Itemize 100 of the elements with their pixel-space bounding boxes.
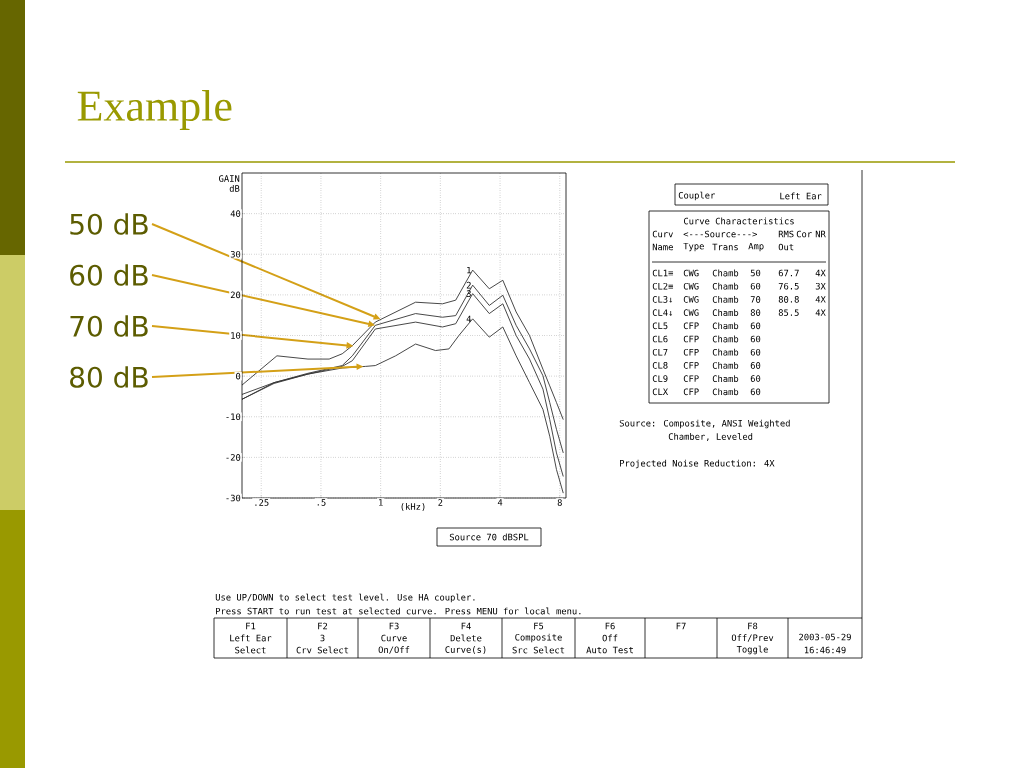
text: Name xyxy=(652,243,673,251)
text: Composite xyxy=(515,633,562,643)
text: Curv xyxy=(652,230,673,238)
text: 60 xyxy=(750,322,761,330)
y-tick-label: 0 xyxy=(236,372,241,380)
text: F3 xyxy=(389,622,399,630)
y-tick-label: 30 xyxy=(230,250,241,258)
text: Chamb xyxy=(712,335,739,343)
text: Curve Characteristics xyxy=(683,217,794,225)
x-tick-label: 1 xyxy=(379,499,383,506)
text: Chamb xyxy=(712,362,739,369)
text: 60 xyxy=(750,375,761,382)
text: 4X xyxy=(815,309,826,316)
text: Chamb xyxy=(712,296,739,303)
y-tick-label: 20 xyxy=(230,291,241,299)
x-tick-label: 8 xyxy=(557,499,562,506)
text: CWG xyxy=(683,282,699,290)
text: Coupler xyxy=(678,191,715,201)
text: CL5 xyxy=(652,322,668,330)
text: Auto Test xyxy=(586,646,633,654)
text: 3X xyxy=(815,282,826,290)
text: CFP xyxy=(683,322,699,330)
x-axis-title: (kHz) xyxy=(401,503,425,511)
text: CL9 xyxy=(652,375,668,382)
text: Chamber, Leveled xyxy=(668,433,753,441)
text: Projected Noise Reduction: 4X xyxy=(620,459,775,469)
text: 16:46:49 xyxy=(804,646,846,654)
y-tick-label: -30 xyxy=(226,494,241,502)
text: Off/Prev xyxy=(731,634,774,642)
text: Delete xyxy=(450,634,482,642)
text: Chamb xyxy=(712,282,739,290)
text: CL2≡ xyxy=(652,282,674,290)
text: Cor xyxy=(796,230,812,238)
series-label: 1 xyxy=(467,266,471,274)
text: 50 xyxy=(750,269,761,277)
text: Crv Select xyxy=(296,646,349,654)
annotation: 80 dB xyxy=(70,366,148,388)
x-tick-label: .5 xyxy=(317,499,326,506)
y-tick-label: -10 xyxy=(226,413,241,421)
text: 60 xyxy=(750,335,761,343)
text: RMS xyxy=(778,230,794,238)
text: CL7 xyxy=(652,348,668,356)
text: 70 xyxy=(750,296,761,303)
text: F8 xyxy=(748,622,758,630)
text: CL8 xyxy=(652,362,668,369)
annotation: 60 dB xyxy=(70,264,148,286)
source-note: Source 70 dBSPL xyxy=(449,533,529,541)
text: CFP xyxy=(683,335,699,343)
series-label: 3 xyxy=(466,290,471,297)
text: 80.8 xyxy=(778,296,799,303)
text: Chamb xyxy=(712,375,739,383)
text: Chamb xyxy=(712,322,739,330)
text: 3 xyxy=(320,634,325,642)
text: F4 xyxy=(461,622,471,630)
annotation: 50 dB xyxy=(70,213,148,235)
text: CFP xyxy=(683,348,699,356)
text: F5 xyxy=(534,622,544,630)
text: Left Ear xyxy=(230,634,272,642)
text: CWG xyxy=(683,309,699,316)
text: Curve xyxy=(381,634,407,642)
annotation: 70 dB xyxy=(70,315,148,337)
chart-title: Example xyxy=(77,90,232,130)
text: Trans xyxy=(712,243,738,251)
text: CL1≡ xyxy=(652,269,674,277)
text: Type xyxy=(683,242,704,252)
text: F1 xyxy=(246,622,256,630)
text: 85.5 xyxy=(778,309,799,316)
x-tick-label: 4 xyxy=(497,499,503,506)
x-tick-label: .25 xyxy=(255,499,269,506)
text: CL3↓ xyxy=(652,296,673,303)
text: Out xyxy=(778,243,794,251)
source-note: Source: Composite, ANSI Weighted xyxy=(619,419,790,429)
text: <---Source---> xyxy=(683,230,757,238)
text: Chamb xyxy=(712,309,739,317)
text: 76.5 xyxy=(778,282,799,290)
text: 67.7 xyxy=(778,269,799,277)
x-tick-label: 2 xyxy=(438,499,443,506)
text: 4X xyxy=(815,269,826,277)
text: CL6 xyxy=(652,335,668,343)
text: CLX xyxy=(652,388,669,396)
text: F2 xyxy=(318,622,328,630)
text: Off xyxy=(602,634,618,642)
text: Chamb xyxy=(712,269,739,277)
text: Chamb xyxy=(712,348,739,356)
text: Select xyxy=(235,646,266,654)
y-tick-label: -20 xyxy=(226,454,241,461)
text: Curve(s) xyxy=(445,646,486,654)
text: 80 xyxy=(750,309,761,316)
y-tick-label: 10 xyxy=(231,332,241,339)
text: CWG xyxy=(683,269,699,277)
text: 2003-05-29 xyxy=(799,633,851,641)
text: 60 xyxy=(750,282,761,290)
y-axis-title: GAIN dB xyxy=(219,175,240,192)
text: Chamb xyxy=(712,388,739,396)
text: CFP xyxy=(683,375,699,382)
text: CL4↓ xyxy=(652,309,673,316)
text: Toggle xyxy=(736,645,768,655)
text: Src Select xyxy=(512,646,565,654)
text: CFP xyxy=(683,362,699,369)
text: 60 xyxy=(750,362,761,369)
